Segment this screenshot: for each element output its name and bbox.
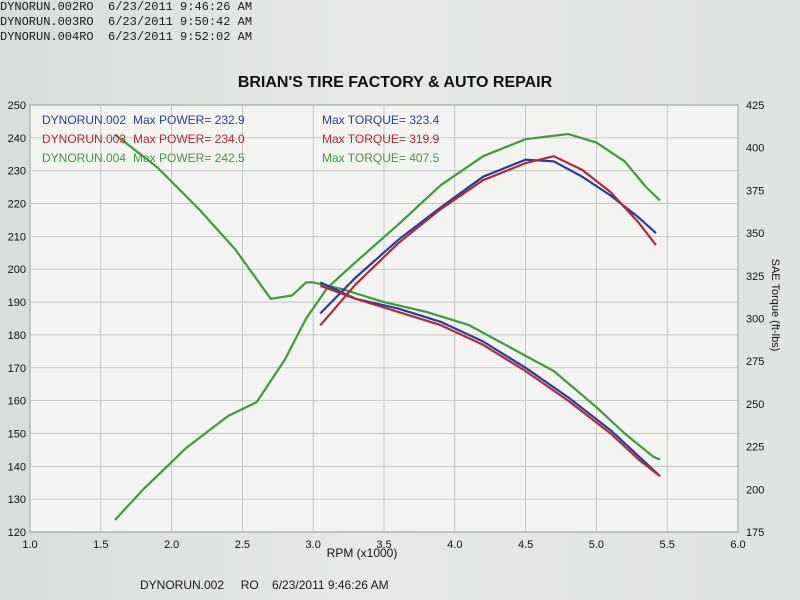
ticks: 1.0 1.5 2.0 2.5 3.0 3.5 4.0 4.5 5.0 5.5 6.0 120 130 1…: [8, 100, 765, 551]
x-tick-label: 4.0: [447, 539, 462, 551]
x-tick-label: 1.0: [22, 539, 37, 551]
header-line-2: DYNORUN.003RO 6/23/2011 9:50:42 AM: [0, 15, 253, 29]
legend-max-torque: Max TORQUE= 319.9: [322, 132, 440, 146]
legend-run-name: DYNORUN.004: [42, 151, 126, 165]
y-right-tick-label: 250: [746, 399, 764, 411]
y-right-axis-label: SAE Torque (ft-lbs): [769, 259, 781, 352]
series-line-run004-right: [114, 132, 661, 521]
header-line-3: DYNORUN.004RO 6/23/2011 9:52:02 AM: [0, 30, 253, 44]
x-axis-label: RPM (x1000): [327, 546, 398, 560]
y-left-tick-label: 210: [8, 231, 26, 243]
y-right-tick-label: 175: [746, 527, 764, 539]
y-left-tick-label: 200: [8, 264, 26, 276]
legend-max-power: Max POWER= 234.0: [133, 132, 245, 146]
x-tick-label: 2.5: [235, 539, 250, 551]
y-right-tick-label: 200: [746, 484, 764, 496]
y-right-tick-label: 400: [746, 143, 764, 155]
y-left-tick-label: 140: [8, 461, 26, 473]
y-left-tick-label: 120: [8, 527, 26, 539]
chart-title: BRIAN'S TIRE FACTORY & AUTO REPAIR: [238, 74, 553, 91]
y-left-tick-label: 130: [8, 494, 26, 506]
legend-run-name: DYNORUN.002: [42, 113, 126, 127]
y-left-tick-label: 240: [8, 133, 26, 145]
series-line-run004-left: [114, 133, 661, 461]
y-right-tick-label: 325: [746, 271, 764, 283]
series-line-run003-right: [319, 155, 657, 327]
y-left-tick-label: 150: [8, 428, 26, 440]
x-tick-label: 2.0: [164, 539, 179, 551]
header-line-1: DYNORUN.002RO 6/23/2011 9:46:26 AM: [0, 0, 253, 14]
x-tick-label: 5.5: [660, 539, 675, 551]
footer: DYNORUN.002 RO 6/23/2011 9:46:26 AM: [140, 578, 389, 592]
y-left-tick-label: 160: [8, 396, 26, 408]
legend-max-power: Max POWER= 242.5: [133, 151, 245, 165]
y-right-tick-label: 425: [746, 100, 764, 112]
legend-max-power: Max POWER= 232.9: [133, 113, 245, 127]
series-group: [114, 132, 661, 521]
legend-max-torque: Max TORQUE= 407.5: [322, 151, 440, 165]
y-right-tick-label: 300: [746, 314, 764, 326]
legend-max-torque: Max TORQUE= 323.4: [322, 113, 440, 127]
x-tick-label: 5.0: [589, 539, 604, 551]
y-right-tick-label: 225: [746, 442, 764, 454]
y-right-tick-label: 275: [746, 356, 764, 368]
y-right-tick-label: 375: [746, 185, 764, 197]
series-line-run002-left: [319, 281, 661, 478]
y-left-tick-label: 250: [8, 100, 26, 112]
series-line-run003-left: [319, 284, 661, 478]
y-left-tick-label: 220: [8, 199, 26, 211]
x-tick-label: 6.0: [730, 539, 745, 551]
x-tick-label: 4.5: [518, 539, 533, 551]
x-tick-label: 1.5: [93, 539, 108, 551]
y-left-tick-label: 230: [8, 166, 26, 178]
legend-run-name: DYNORUN.003: [42, 132, 126, 146]
legend: DYNORUN.002 Max POWER= 232.9 Max TORQUE= 3…: [42, 113, 440, 165]
y-left-tick-label: 190: [8, 297, 26, 309]
y-left-tick-label: 170: [8, 363, 26, 375]
x-tick-label: 3.0: [306, 539, 321, 551]
y-left-tick-label: 180: [8, 330, 26, 342]
x-tick-label: 3.5: [376, 539, 391, 551]
y-right-tick-label: 350: [746, 228, 764, 240]
